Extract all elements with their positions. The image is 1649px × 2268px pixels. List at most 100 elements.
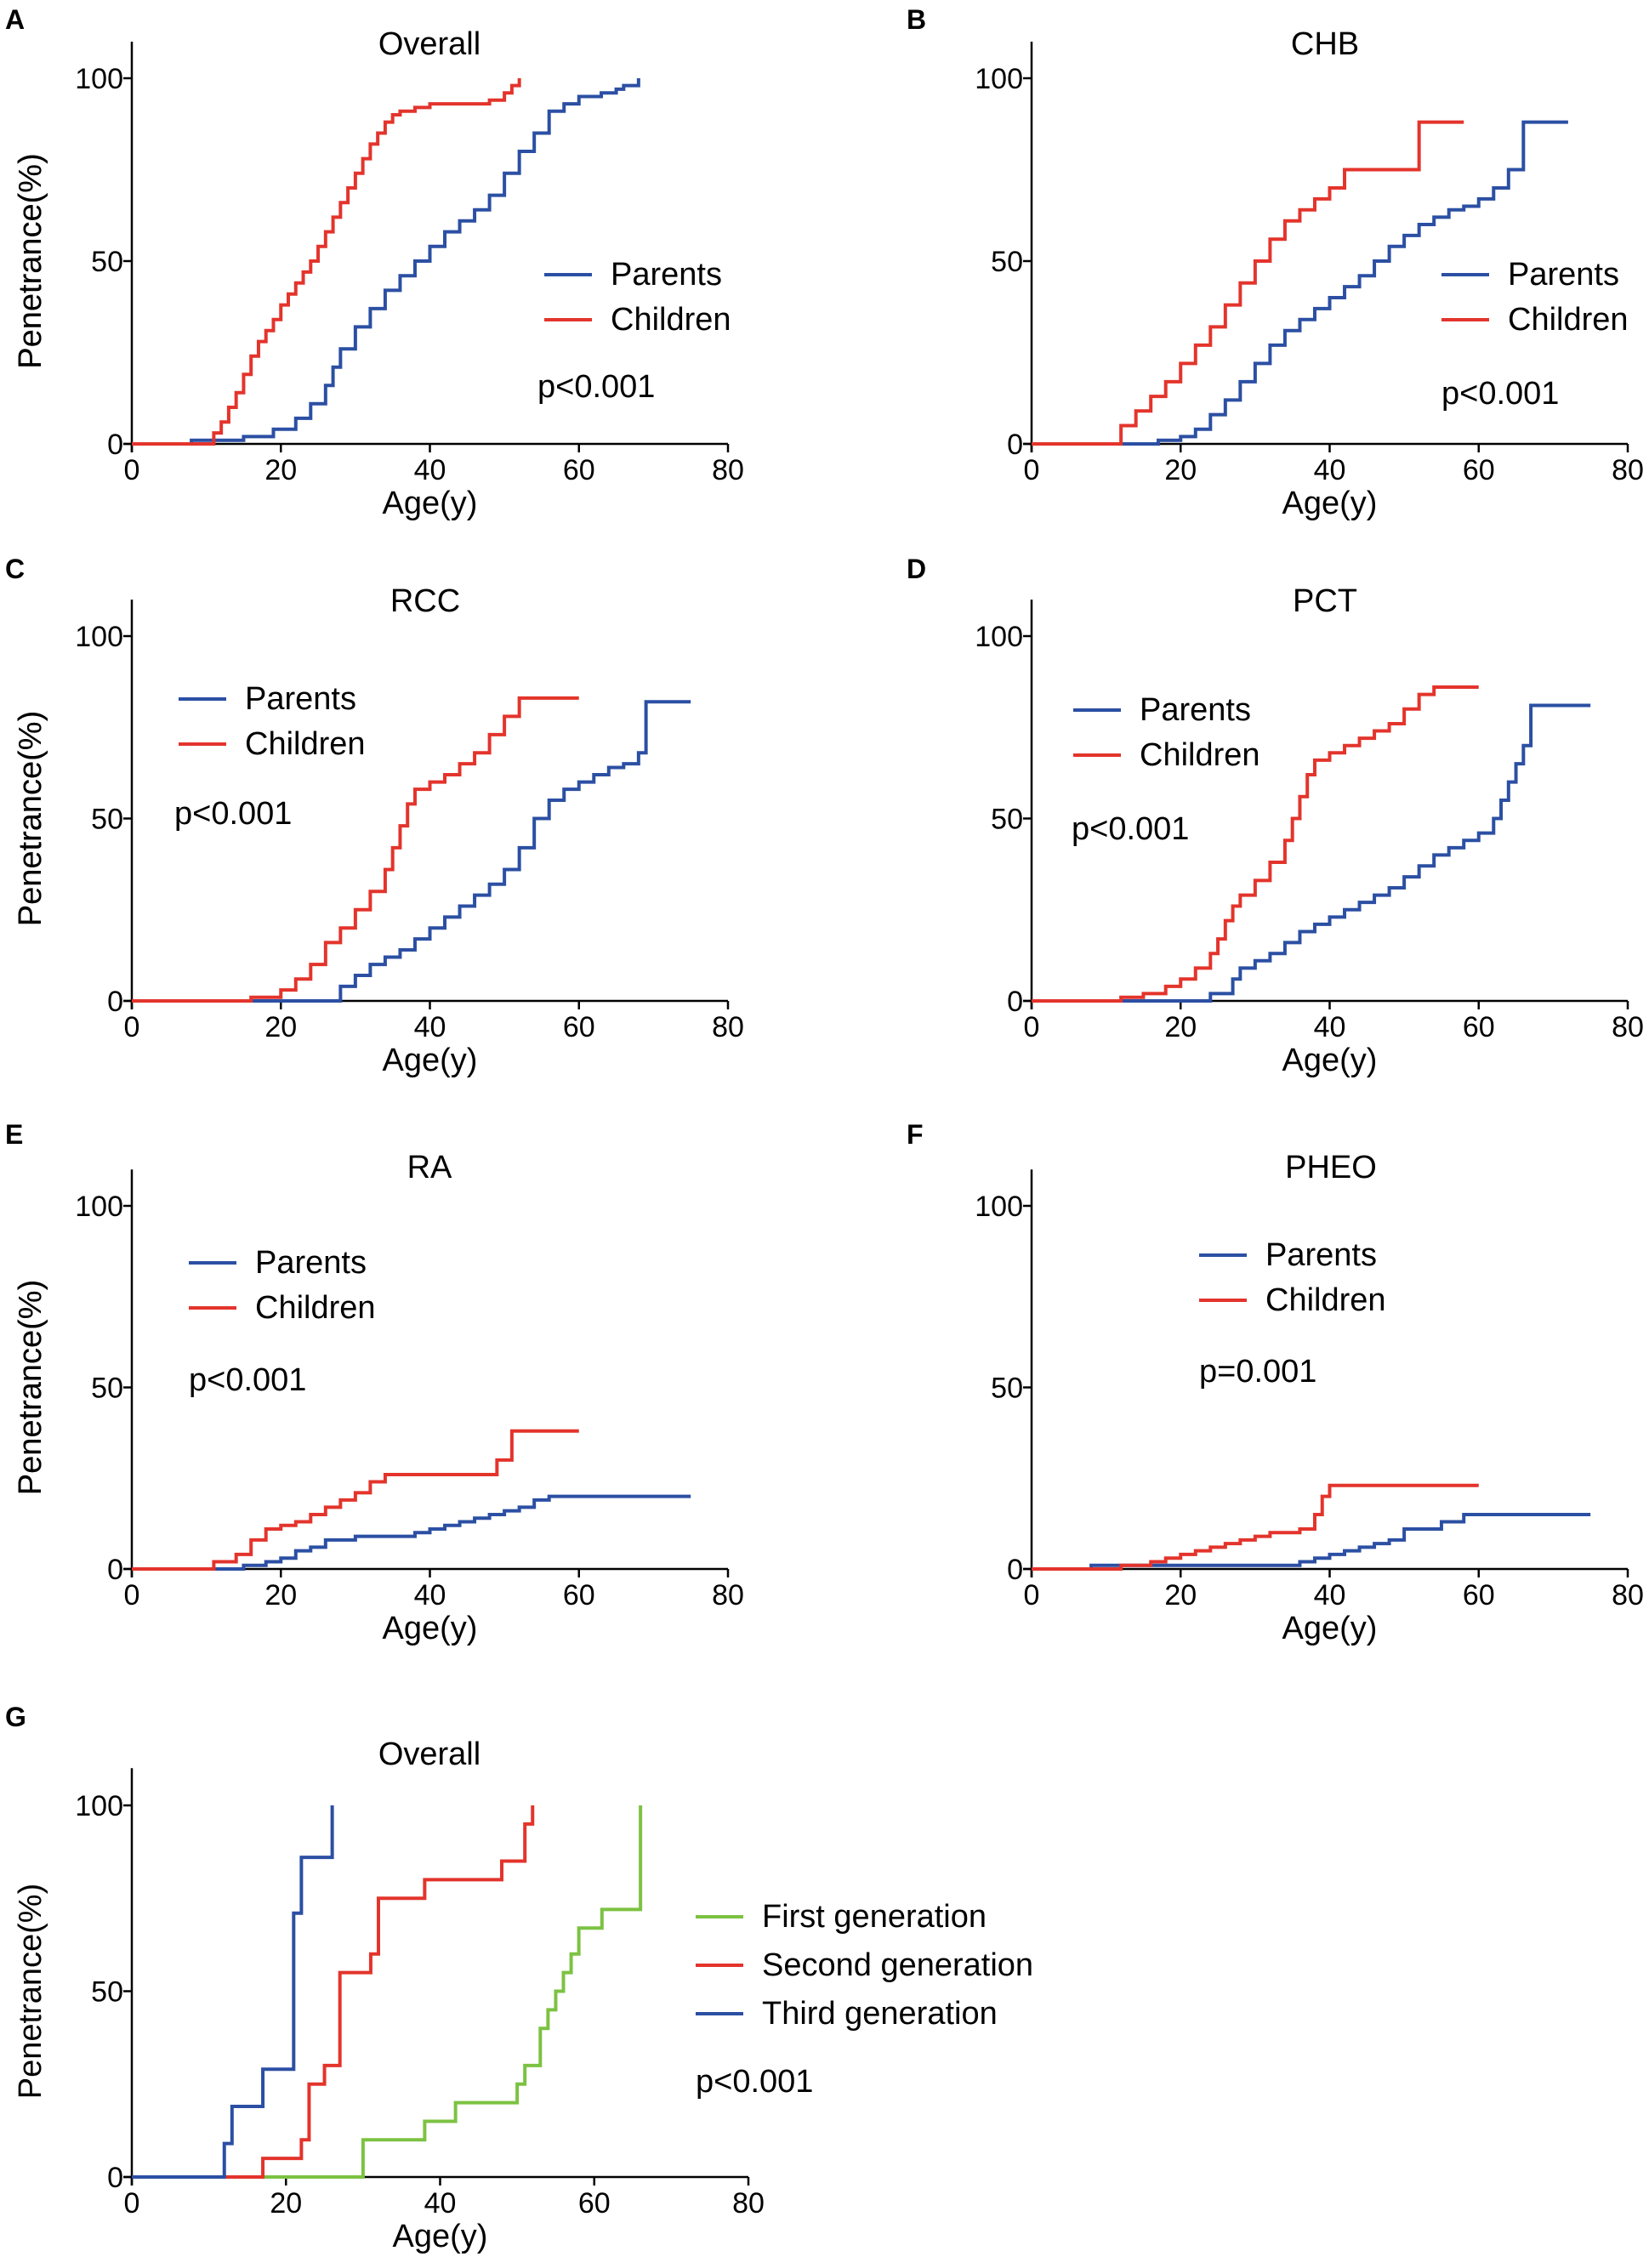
x-tick-label: 40: [424, 2187, 457, 2220]
p-value: p<0.001: [189, 1362, 306, 1398]
y-tick-label: 100: [75, 63, 123, 95]
y-tick-label: 50: [91, 1976, 123, 2009]
x-tick-label: 0: [1024, 1579, 1040, 1611]
x-tick-label: 60: [1463, 454, 1495, 486]
series-line-children: [132, 78, 521, 446]
series-line-parents: [132, 700, 691, 1003]
legend-label: Parents: [1140, 692, 1251, 728]
panel-c: C RCC 0 20 40 60 80 0 50 100 Age(y) Penetrance(%) Pa…: [5, 554, 744, 1078]
x-tick-label: 80: [1612, 1011, 1644, 1043]
x-tick-label: 80: [712, 1011, 744, 1043]
y-axis-label: Penetrance(%): [13, 711, 48, 926]
y-tick-label: 100: [75, 1790, 123, 1822]
series-line-parents: [132, 1494, 691, 1571]
panel-letter: E: [5, 1119, 23, 1150]
series-line-first-generation: [132, 1805, 643, 2179]
y-tick-label: 100: [75, 621, 123, 653]
y-tick-label: 50: [991, 1373, 1023, 1405]
panel-title: CHB: [1291, 26, 1359, 62]
series-line-second-generation: [132, 1805, 535, 2179]
legend-label: Third generation: [762, 1996, 998, 2032]
series-line-children: [132, 696, 579, 1003]
legend-label: Children: [245, 726, 366, 762]
y-tick-label: 50: [991, 246, 1023, 278]
y-axis-label: Penetrance(%): [13, 153, 48, 368]
y-tick-label: 0: [107, 1554, 123, 1586]
x-tick-label: 20: [270, 2187, 302, 2220]
panel-e: E RA 0 20 40 60 80 0 50 100 Age(y) Penetrance(%) Par…: [5, 1119, 744, 1646]
x-axis-label: Age(y): [383, 1611, 478, 1646]
panel-title: Overall: [378, 26, 480, 62]
x-axis-label: Age(y): [1282, 1611, 1378, 1646]
panel-title: Overall: [378, 1737, 480, 1772]
legend-label: Parents: [245, 681, 356, 717]
y-tick-label: 100: [975, 1191, 1023, 1223]
x-tick-label: 0: [124, 1579, 140, 1611]
y-tick-label: 0: [107, 429, 123, 461]
p-value: p=0.001: [1199, 1354, 1316, 1390]
x-axis-label: Age(y): [393, 2219, 488, 2254]
x-tick-label: 0: [124, 2187, 140, 2220]
series-line-children: [1032, 120, 1464, 446]
x-tick-label: 80: [712, 454, 744, 486]
x-axis-label: Age(y): [1282, 1043, 1378, 1078]
x-tick-label: 20: [1164, 1011, 1197, 1043]
x-tick-label: 20: [264, 454, 297, 486]
y-axis-label: Penetrance(%): [13, 1280, 48, 1495]
p-value: p<0.001: [174, 796, 292, 832]
series-line-parents: [1032, 1512, 1591, 1571]
y-tick-label: 0: [107, 2162, 123, 2194]
x-tick-label: 60: [578, 2187, 611, 2220]
y-tick-label: 0: [1007, 429, 1023, 461]
series-line-third-generation: [132, 1805, 334, 2179]
p-value: p<0.001: [1441, 376, 1559, 412]
x-axis-label: Age(y): [383, 1043, 478, 1078]
x-tick-label: 60: [1463, 1579, 1495, 1611]
legend-label: Children: [1508, 302, 1629, 338]
y-axis-label: Penetrance(%): [13, 153, 48, 368]
x-tick-label: 0: [1024, 1011, 1040, 1043]
panel-b: B CHB 0 20 40 60 80 0 50 100 Age(y) Penetrance(%) Pa…: [13, 4, 1644, 521]
x-tick-label: 40: [414, 1579, 446, 1611]
series-line-parents: [1032, 120, 1568, 446]
y-tick-label: 0: [1007, 986, 1023, 1018]
y-axis-label: Penetrance(%): [13, 711, 48, 926]
y-tick-label: 100: [975, 63, 1023, 95]
x-tick-label: 80: [1612, 1579, 1644, 1611]
legend-label: Children: [1265, 1282, 1386, 1318]
x-tick-label: 80: [732, 2187, 765, 2220]
panel-letter: A: [5, 4, 25, 35]
series-line-children: [1032, 685, 1479, 1003]
legend-label: Parents: [255, 1245, 367, 1281]
x-tick-label: 60: [1463, 1011, 1495, 1043]
x-tick-label: 40: [1314, 1579, 1346, 1611]
p-value: p<0.001: [1072, 811, 1189, 847]
panel-d: D PCT 0 20 40 60 80 0 50 100 Age(y) Penetrance(%) Pa…: [13, 554, 1644, 1078]
x-tick-label: 0: [124, 1011, 140, 1043]
series-line-parents: [132, 78, 640, 446]
panel-letter: G: [5, 1702, 26, 1732]
x-tick-label: 40: [1314, 1011, 1346, 1043]
y-tick-label: 50: [991, 804, 1023, 836]
legend-label: Children: [1140, 737, 1260, 773]
legend-label: Parents: [1265, 1237, 1377, 1273]
x-tick-label: 20: [264, 1579, 297, 1611]
series-line-children: [1032, 1483, 1479, 1571]
x-axis-label: Age(y): [1282, 486, 1378, 521]
y-tick-label: 100: [75, 1191, 123, 1223]
series-line-parents: [1032, 703, 1591, 1003]
x-tick-label: 40: [414, 1011, 446, 1043]
legend-label: First generation: [762, 1899, 987, 1935]
x-tick-label: 0: [1024, 454, 1040, 486]
x-tick-label: 80: [1612, 454, 1644, 486]
panel-letter: C: [5, 554, 25, 584]
legend-label: Second generation: [762, 1947, 1033, 1983]
y-axis-label: Penetrance(%): [13, 1884, 48, 2099]
y-tick-label: 0: [107, 986, 123, 1018]
x-tick-label: 60: [563, 1579, 595, 1611]
panel-title: RCC: [390, 583, 460, 619]
x-tick-label: 40: [1314, 454, 1346, 486]
panel-title: RA: [407, 1150, 452, 1185]
y-tick-label: 0: [1007, 1554, 1023, 1586]
